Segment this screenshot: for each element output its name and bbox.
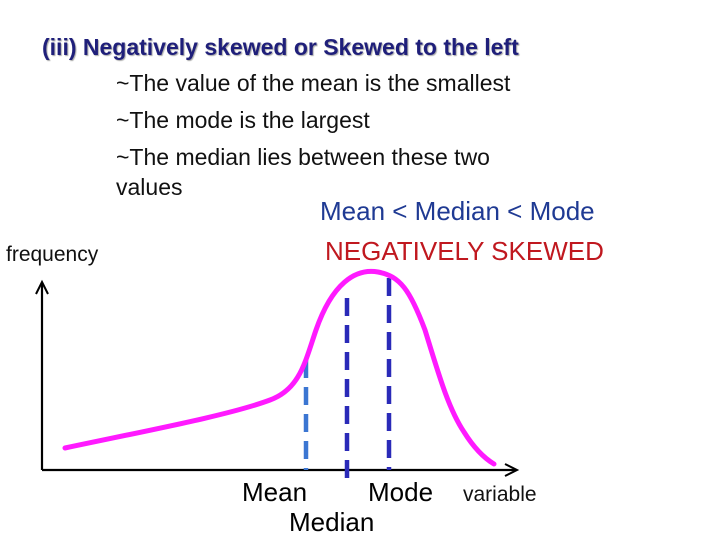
y-axis-arrow bbox=[35, 279, 49, 295]
x-axis-arrow bbox=[504, 463, 520, 477]
bullet-values: values bbox=[116, 174, 183, 200]
median-label: Median bbox=[289, 507, 375, 537]
mode-label: Mode bbox=[368, 477, 434, 507]
relation-statement: Mean < Median < Mode bbox=[320, 196, 595, 226]
y-axis-label: frequency bbox=[6, 243, 99, 266]
mean-label: Mean bbox=[242, 477, 308, 507]
slide-title: (iii) Negatively skewed or Skewed to the… bbox=[42, 34, 519, 60]
distribution-curve bbox=[62, 268, 497, 467]
bullet-mode-largest: ~The mode is the largest bbox=[116, 107, 370, 133]
bullet-mean-smallest: ~The value of the mean is the smallest bbox=[116, 70, 511, 96]
bullet-median-between: ~The median lies between these two bbox=[116, 144, 490, 170]
skew-label: NEGATIVELY SKEWED bbox=[325, 236, 604, 266]
x-axis-label: variable bbox=[463, 483, 537, 506]
